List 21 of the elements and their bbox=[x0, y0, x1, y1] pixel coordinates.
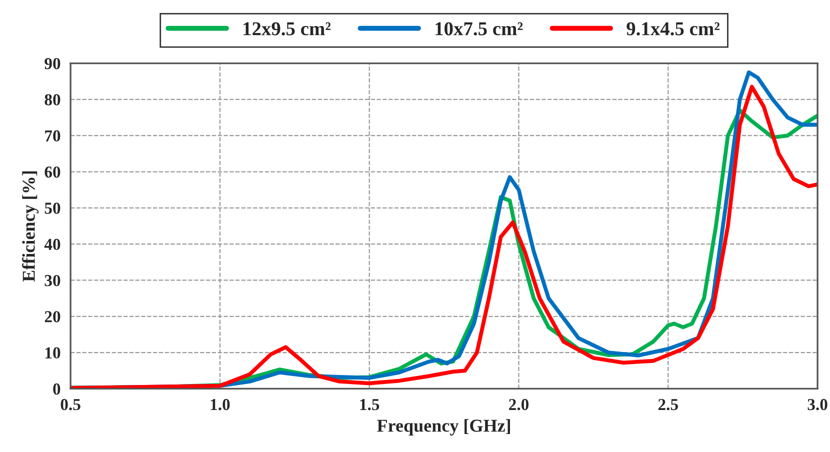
y-tick-label: 50 bbox=[44, 202, 60, 214]
legend-label: 10x7.5 cm² bbox=[436, 22, 523, 36]
y-tick-label: 90 bbox=[44, 58, 60, 70]
x-tick-label: 1.0 bbox=[210, 398, 230, 410]
x-axis-title: Frequency [GHz] bbox=[377, 419, 510, 436]
y-tick-label: 60 bbox=[44, 166, 60, 178]
legend-label: 9.1x4.5 cm² bbox=[626, 22, 720, 36]
y-tick-label: 70 bbox=[45, 130, 60, 142]
y-tick-label: 30 bbox=[44, 274, 60, 286]
x-tick-label: 2.5 bbox=[658, 398, 678, 410]
y-axis-title: Efficiency [%] bbox=[22, 171, 39, 282]
y-tick-label: 0 bbox=[53, 383, 60, 395]
y-tick-label: 40 bbox=[44, 238, 60, 250]
y-tick-label: 20 bbox=[44, 311, 60, 322]
y-tick-label: 80 bbox=[44, 94, 60, 106]
x-tick-label: 1.5 bbox=[360, 399, 380, 410]
x-tick-label: 3.0 bbox=[808, 398, 828, 410]
x-tick-label: 0.5 bbox=[60, 398, 80, 410]
y-tick-label: 10 bbox=[45, 347, 60, 359]
legend-label: 12x9.5 cm² bbox=[244, 22, 331, 36]
x-tick-label: 2.0 bbox=[509, 398, 529, 410]
